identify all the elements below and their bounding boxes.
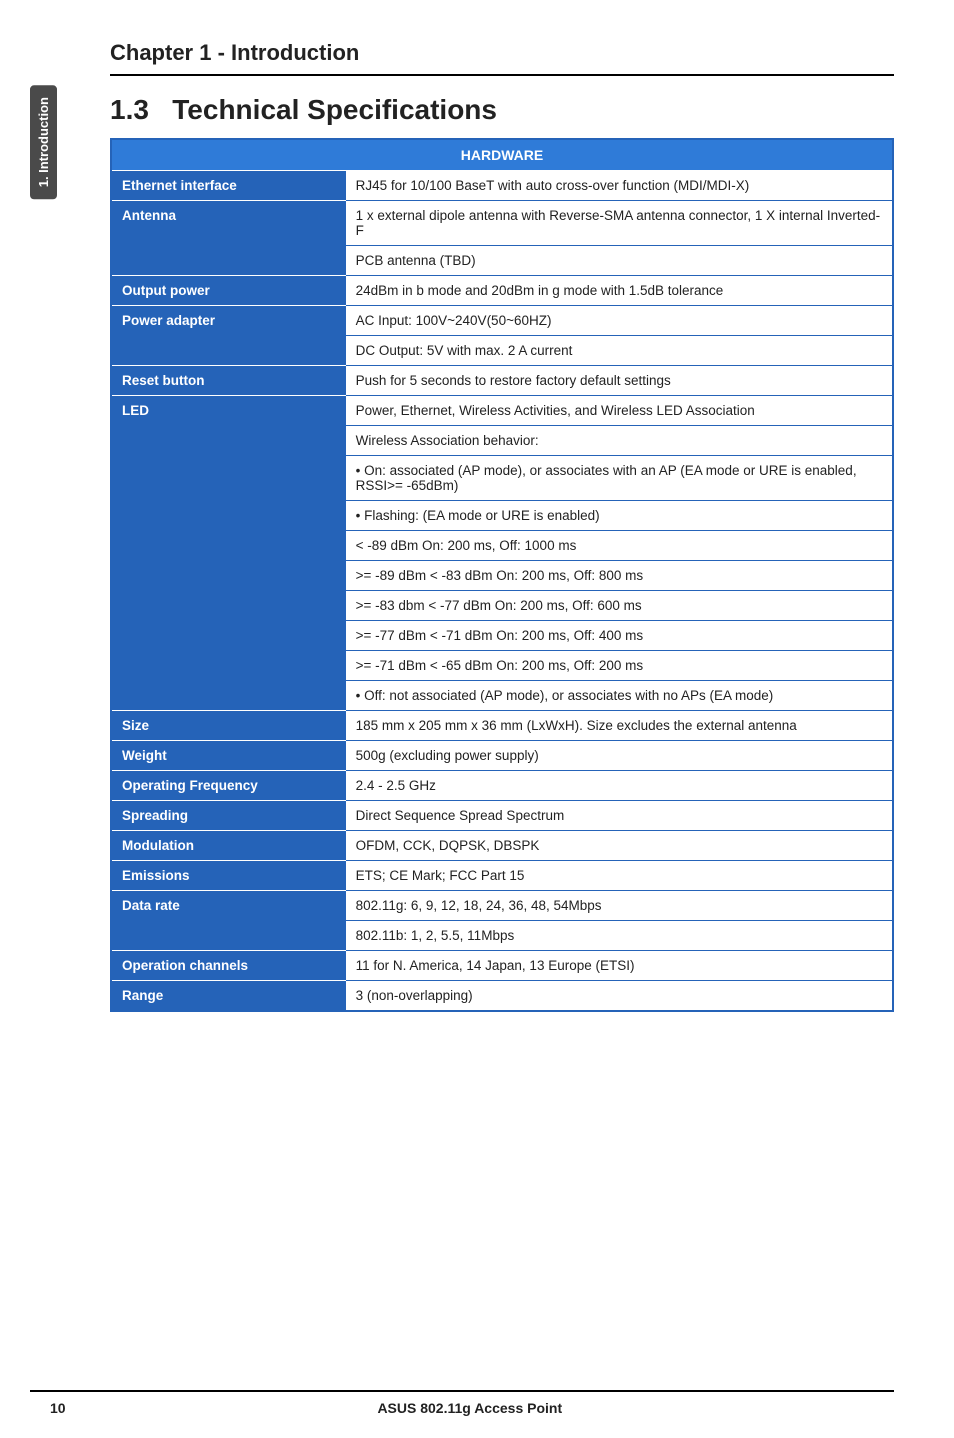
row-label: Reset button <box>111 366 346 396</box>
table-row: Ethernet interfaceRJ45 for 10/100 BaseT … <box>111 171 893 201</box>
row-value: Wireless Association behavior: <box>346 426 893 456</box>
row-value: Direct Sequence Spread Spectrum <box>346 801 893 831</box>
table-row: Range3 (non-overlapping) <box>111 981 893 1012</box>
table-row: LEDPower, Ethernet, Wireless Activities,… <box>111 396 893 426</box>
row-value: 802.11b: 1, 2, 5.5, 11Mbps <box>346 921 893 951</box>
row-label: Operation channels <box>111 951 346 981</box>
row-value: 11 for N. America, 14 Japan, 13 Europe (… <box>346 951 893 981</box>
row-value: ETS; CE Mark; FCC Part 15 <box>346 861 893 891</box>
row-value: 2.4 - 2.5 GHz <box>346 771 893 801</box>
table-row: SpreadingDirect Sequence Spread Spectrum <box>111 801 893 831</box>
table-row: Operating Frequency2.4 - 2.5 GHz <box>111 771 893 801</box>
row-value: 3 (non-overlapping) <box>346 981 893 1012</box>
row-label: Range <box>111 981 346 1012</box>
row-value: PCB antenna (TBD) <box>346 246 893 276</box>
row-value: Push for 5 seconds to restore factory de… <box>346 366 893 396</box>
row-value: < -89 dBm On: 200 ms, Off: 1000 ms <box>346 531 893 561</box>
row-label: Antenna <box>111 201 346 276</box>
row-label: Operating Frequency <box>111 771 346 801</box>
row-label: Power adapter <box>111 306 346 366</box>
table-row: Output power24dBm in b mode and 20dBm in… <box>111 276 893 306</box>
row-value: >= -83 dbm < -77 dBm On: 200 ms, Off: 60… <box>346 591 893 621</box>
row-label: Data rate <box>111 891 346 951</box>
table-row: Power adapterAC Input: 100V~240V(50~60HZ… <box>111 306 893 336</box>
page-footer: 10 ASUS 802.11g Access Point <box>0 1390 954 1416</box>
row-value: >= -77 dBm < -71 dBm On: 200 ms, Off: 40… <box>346 621 893 651</box>
row-label: Output power <box>111 276 346 306</box>
row-value: >= -71 dBm < -65 dBm On: 200 ms, Off: 20… <box>346 651 893 681</box>
row-value: OFDM, CCK, DQPSK, DBSPK <box>346 831 893 861</box>
section-heading: Technical Specifications <box>172 94 497 125</box>
row-value: RJ45 for 10/100 BaseT with auto cross-ov… <box>346 171 893 201</box>
row-label: Emissions <box>111 861 346 891</box>
row-value: 1 x external dipole antenna with Reverse… <box>346 201 893 246</box>
row-value: 802.11g: 6, 9, 12, 18, 24, 36, 48, 54Mbp… <box>346 891 893 921</box>
footer-title: ASUS 802.11g Access Point <box>66 1400 874 1416</box>
section-number: 1.3 <box>110 94 149 125</box>
row-value: • Off: not associated (AP mode), or asso… <box>346 681 893 711</box>
section-title: 1.3 Technical Specifications <box>110 94 894 126</box>
row-label: Spreading <box>111 801 346 831</box>
row-value: • Flashing: (EA mode or URE is enabled) <box>346 501 893 531</box>
table-row: EmissionsETS; CE Mark; FCC Part 15 <box>111 861 893 891</box>
row-label: Modulation <box>111 831 346 861</box>
row-label: LED <box>111 396 346 711</box>
header-rule <box>110 74 894 76</box>
spec-table: HARDWARE Ethernet interfaceRJ45 for 10/1… <box>110 138 894 1012</box>
row-value: DC Output: 5V with max. 2 A current <box>346 336 893 366</box>
row-value: 185 mm x 205 mm x 36 mm (LxWxH). Size ex… <box>346 711 893 741</box>
page-number: 10 <box>50 1400 66 1416</box>
side-tab: 1. Introduction <box>30 85 57 199</box>
row-value: 500g (excluding power supply) <box>346 741 893 771</box>
row-value: AC Input: 100V~240V(50~60HZ) <box>346 306 893 336</box>
row-label: Size <box>111 711 346 741</box>
row-value: Power, Ethernet, Wireless Activities, an… <box>346 396 893 426</box>
footer-rule <box>30 1390 894 1392</box>
table-header: HARDWARE <box>111 139 893 171</box>
table-row: Weight500g (excluding power supply) <box>111 741 893 771</box>
row-value: >= -89 dBm < -83 dBm On: 200 ms, Off: 80… <box>346 561 893 591</box>
table-row: Size185 mm x 205 mm x 36 mm (LxWxH). Siz… <box>111 711 893 741</box>
table-row: Operation channels11 for N. America, 14 … <box>111 951 893 981</box>
chapter-header: Chapter 1 - Introduction <box>110 40 894 66</box>
row-value: • On: associated (AP mode), or associate… <box>346 456 893 501</box>
table-row: Antenna1 x external dipole antenna with … <box>111 201 893 246</box>
row-label: Weight <box>111 741 346 771</box>
table-row: Reset buttonPush for 5 seconds to restor… <box>111 366 893 396</box>
table-row: Data rate802.11g: 6, 9, 12, 18, 24, 36, … <box>111 891 893 921</box>
row-label: Ethernet interface <box>111 171 346 201</box>
table-row: ModulationOFDM, CCK, DQPSK, DBSPK <box>111 831 893 861</box>
row-value: 24dBm in b mode and 20dBm in g mode with… <box>346 276 893 306</box>
